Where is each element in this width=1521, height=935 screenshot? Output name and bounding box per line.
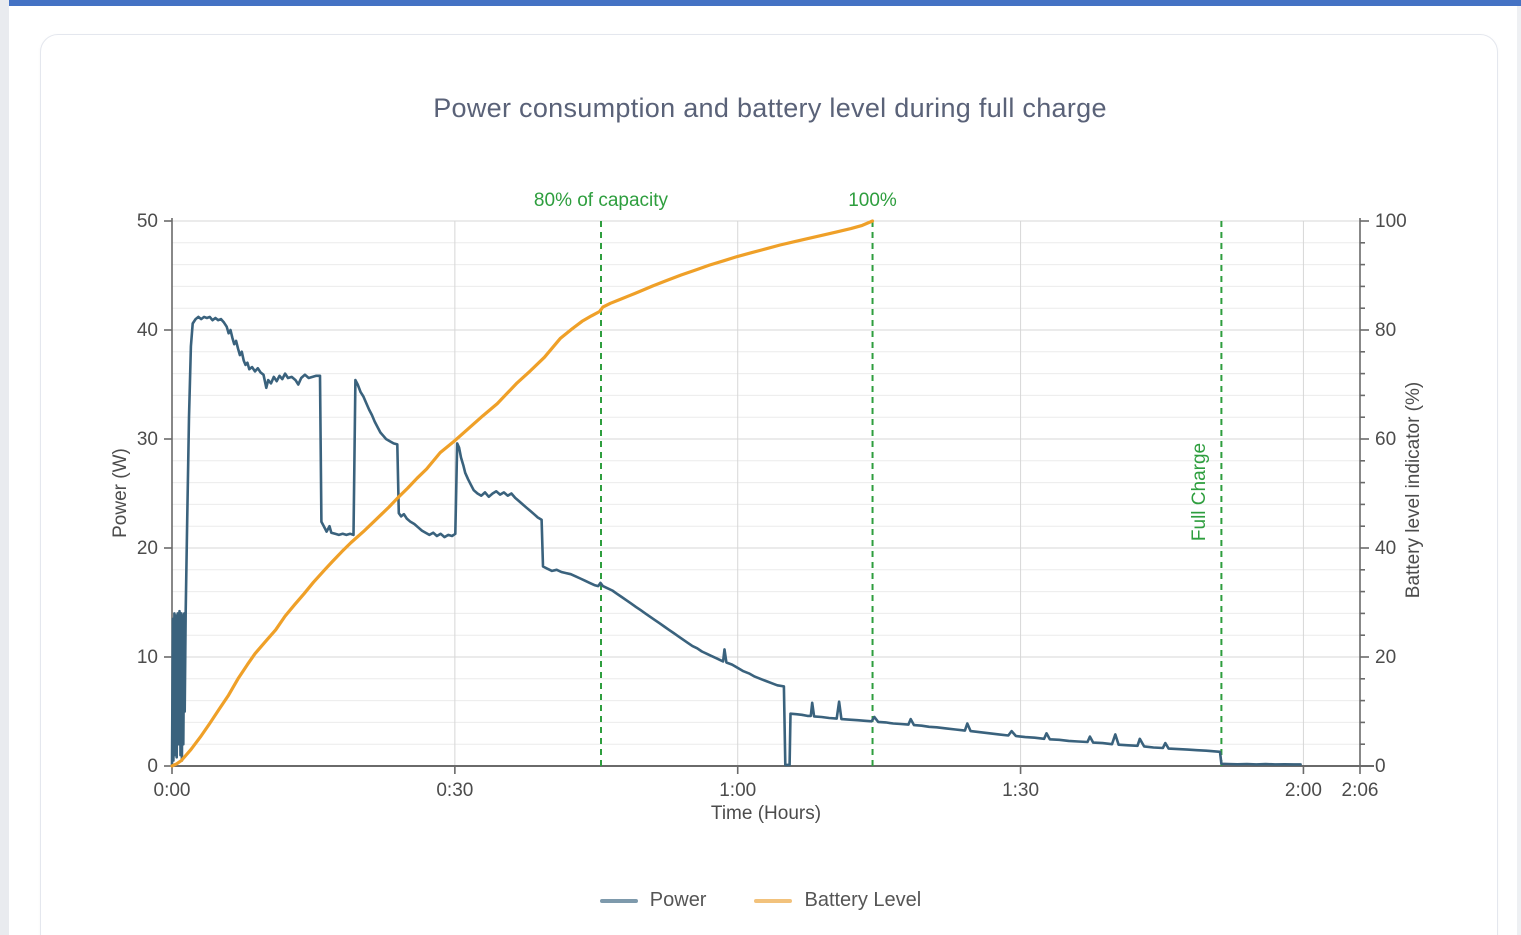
y-right-tick-label: 100: [1375, 211, 1407, 232]
x-tick-label: 2:06: [1342, 780, 1379, 801]
y-right-tick-label: 40: [1375, 538, 1396, 559]
y-left-tick-label: 0: [147, 756, 158, 777]
power-line-swatch: [599, 898, 638, 903]
y-left-tick-label: 20: [137, 538, 158, 559]
x-tick-label: 1:30: [1002, 780, 1039, 801]
battery-level-line-swatch: [754, 898, 793, 903]
y-left-tick-label: 10: [137, 647, 158, 668]
y-left-tick-label: 40: [137, 320, 158, 341]
x-tick-label: 0:30: [436, 780, 473, 801]
legend-item-battery-level: Battery Level: [754, 889, 921, 912]
legend-label-power: Power: [649, 889, 707, 911]
series-line-battery-level: [170, 219, 875, 768]
legend-label-battery-level: Battery Level: [804, 889, 922, 911]
legend: Power Battery Level: [0, 889, 1521, 912]
series-line-power: [170, 315, 1302, 768]
annotation-80-percent-capacity: 80% of capacity: [533, 190, 669, 211]
left-edge-strip: [0, 0, 9, 935]
y-left-tick-label: 30: [137, 429, 158, 450]
y-right-tick-label: 80: [1375, 320, 1396, 341]
x-tick-label: 2:00: [1285, 780, 1322, 801]
right-edge-strip: [1517, 0, 1521, 935]
y-right-tick-label: 20: [1375, 647, 1396, 668]
x-axis-label-time: Time (Hours): [710, 803, 822, 824]
y-right-tick-label: 0: [1375, 756, 1386, 777]
y-axis-label-power: Power (W): [110, 448, 131, 538]
y-left-tick-label: 50: [137, 211, 158, 232]
y-right-tick-label: 60: [1375, 429, 1396, 450]
x-tick-label: 1:00: [719, 780, 756, 801]
annotation-full-charge: Full Charge: [1189, 442, 1211, 542]
y-axis-label-battery: Battery level indicator (%): [1403, 381, 1424, 599]
annotation-100-percent: 100%: [848, 190, 897, 211]
x-tick-label: 0:00: [154, 780, 191, 801]
top-accent-bar: [9, 0, 1521, 6]
chart-title: Power consumption and battery level duri…: [433, 93, 1107, 123]
legend-item-power: Power: [599, 889, 707, 912]
chart-card: [40, 34, 1498, 935]
